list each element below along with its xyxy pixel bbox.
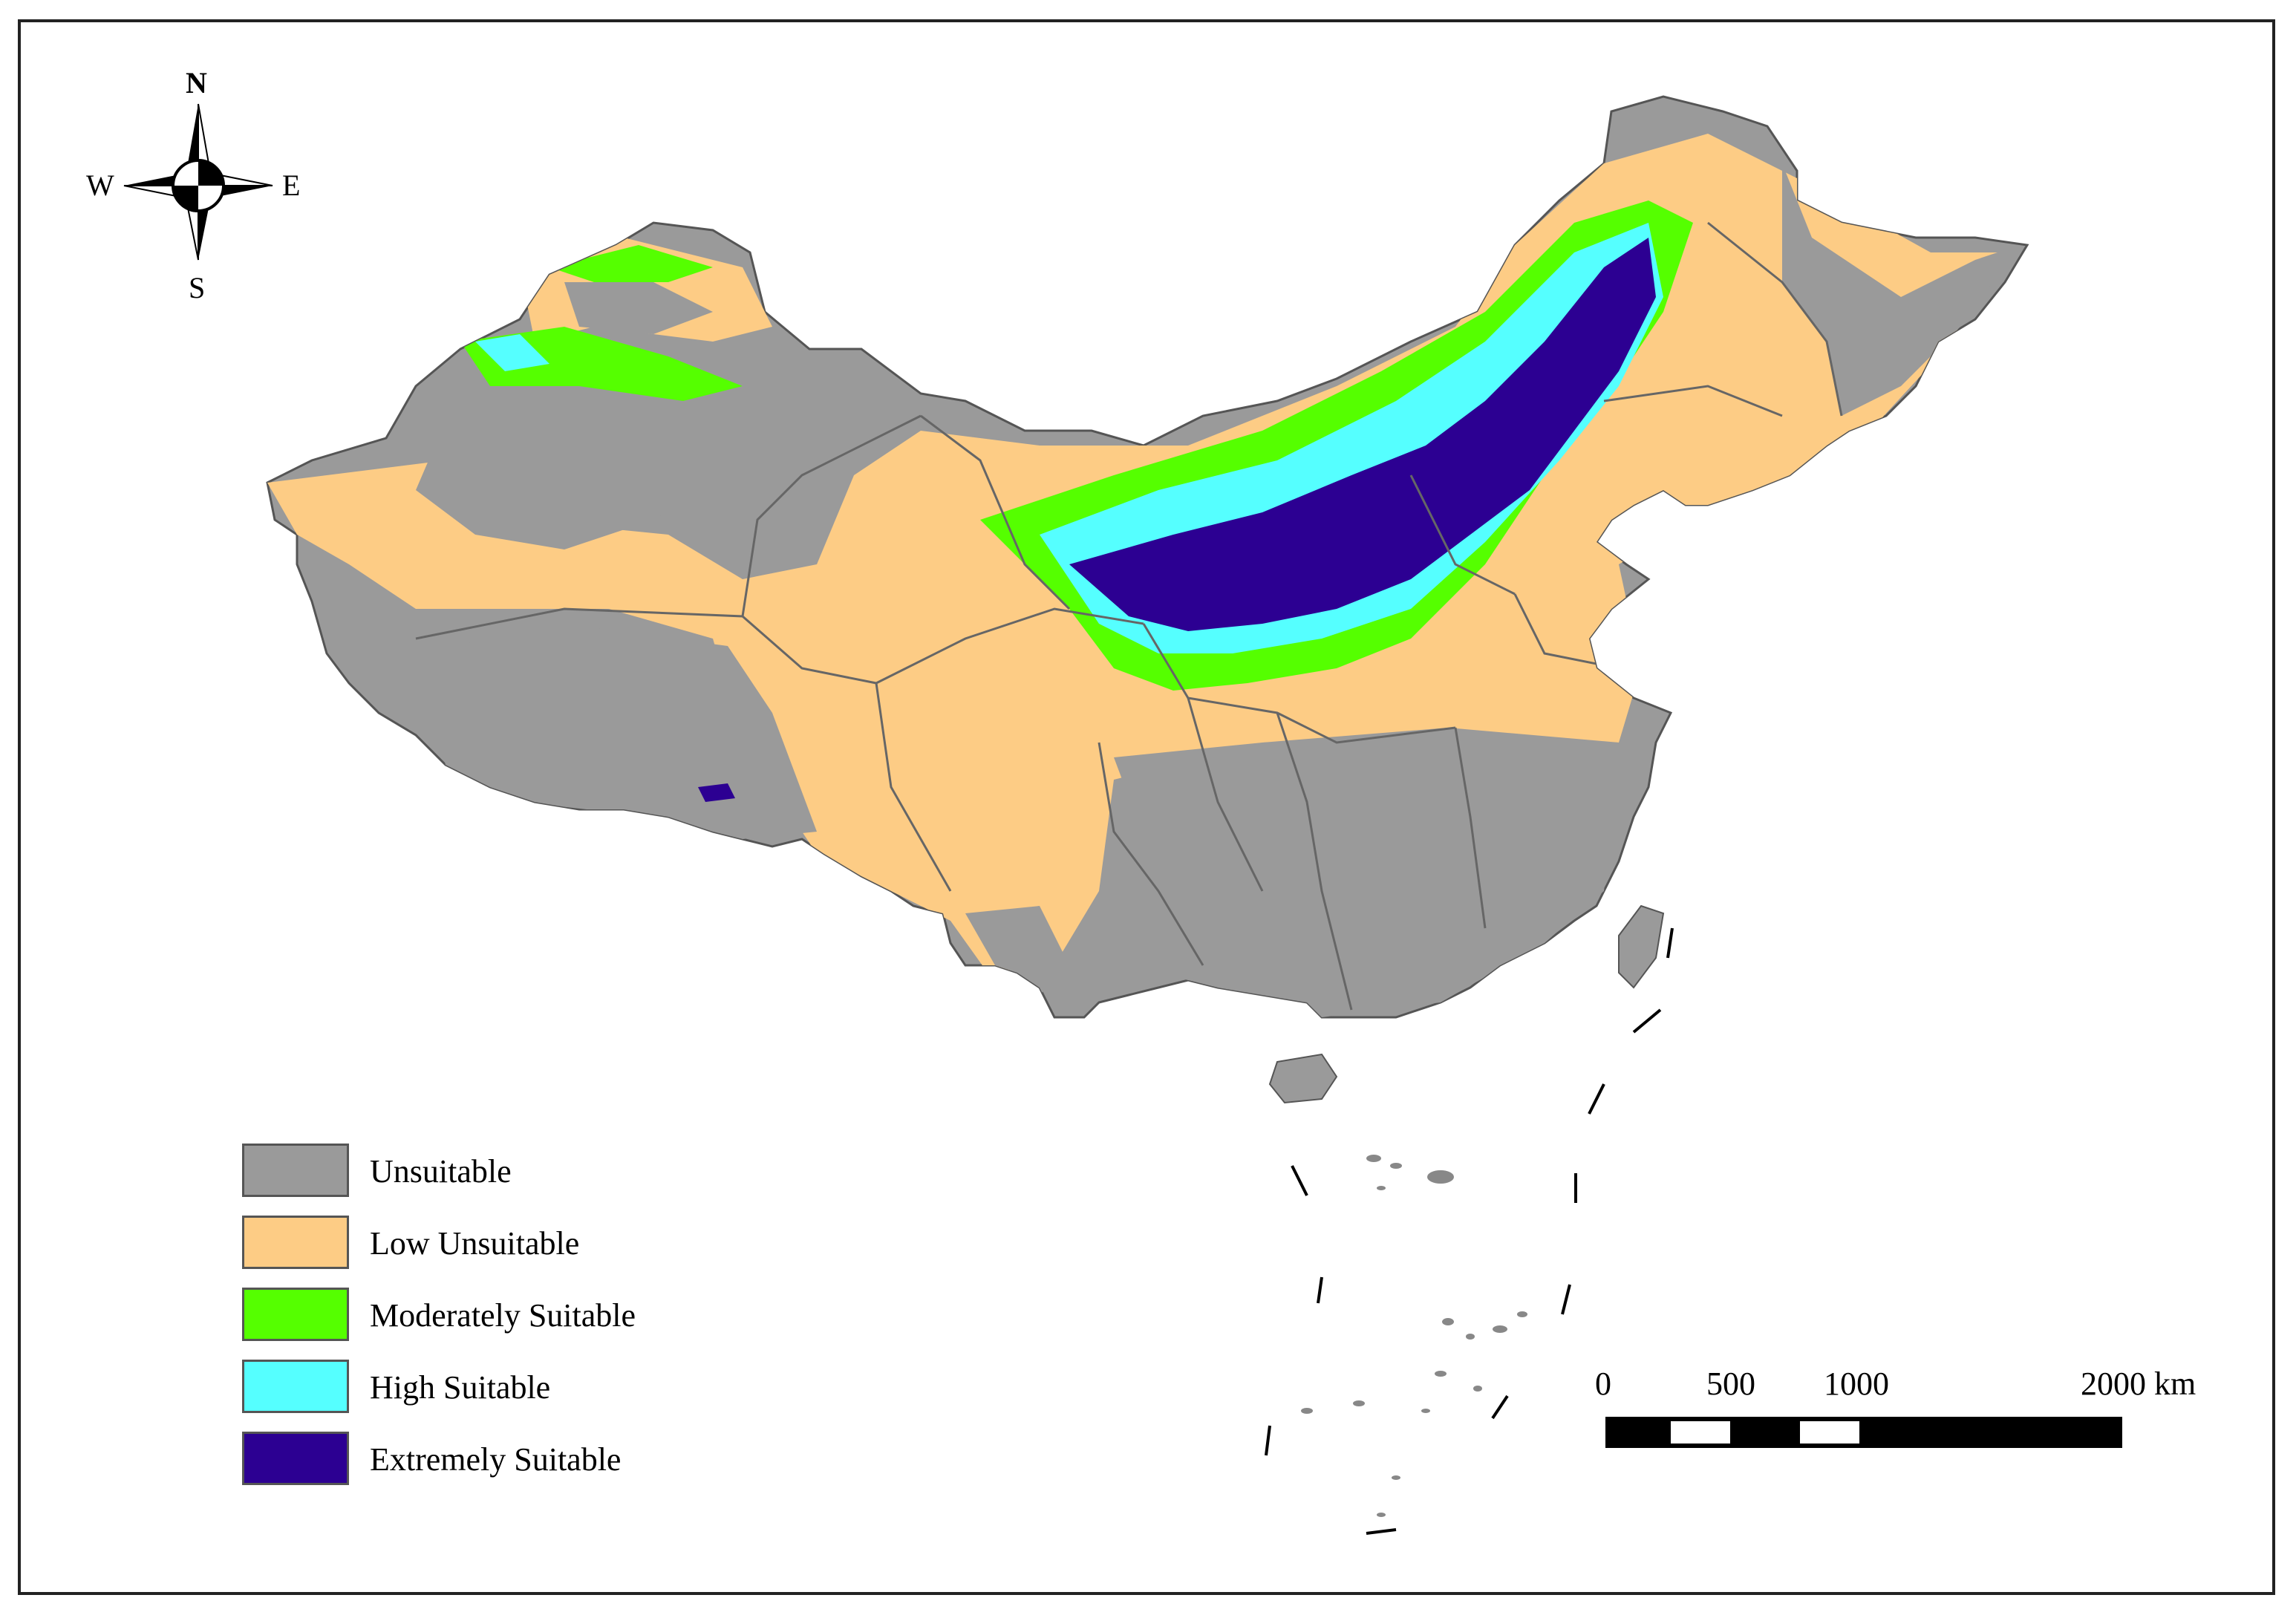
unsuitable-yunnan bbox=[965, 906, 1069, 995]
legend-swatch bbox=[242, 1144, 349, 1197]
south-china-sea-islands bbox=[1301, 1155, 1527, 1517]
scale-label-1000: 1000 bbox=[1824, 1366, 1889, 1402]
legend-swatch bbox=[242, 1432, 349, 1485]
compass-west-label: W bbox=[86, 169, 114, 202]
unsuitable-dzungaria bbox=[564, 282, 713, 334]
unsuitable-southeast bbox=[1114, 735, 1619, 1017]
legend-swatch bbox=[242, 1288, 349, 1341]
scale-bar bbox=[1605, 1417, 2122, 1448]
extremely-suitable-tibet-spot bbox=[698, 783, 735, 802]
compass-north-label: N bbox=[186, 66, 207, 100]
scale-label-2000: 2000 km bbox=[2081, 1366, 2196, 1402]
scale-label-500: 500 bbox=[1706, 1366, 1755, 1402]
high-suitable-west bbox=[475, 334, 549, 371]
taiwan-island bbox=[1618, 904, 1665, 989]
scale-label-0: 0 bbox=[1595, 1366, 1611, 1402]
moderately-suitable-north-xj bbox=[549, 245, 713, 282]
compass-south-label: S bbox=[189, 271, 206, 304]
legend-swatch bbox=[242, 1360, 349, 1413]
legend-label: Extremely Suitable bbox=[370, 1441, 622, 1478]
legend-label: Low Unsuitable bbox=[370, 1225, 580, 1262]
extremely-suitable-region bbox=[1069, 238, 1656, 631]
compass-east-label: E bbox=[282, 169, 301, 202]
china-landmass bbox=[266, 95, 2029, 1535]
nine-dash-line bbox=[1265, 927, 1674, 1535]
province-boundaries bbox=[415, 221, 1843, 1011]
legend-label: High Suitable bbox=[370, 1369, 551, 1406]
unsuitable-northeast bbox=[1782, 163, 2020, 416]
hainan-island bbox=[1268, 1053, 1338, 1104]
legend-label: Moderately Suitable bbox=[370, 1297, 636, 1334]
legend-label: Unsuitable bbox=[370, 1153, 512, 1190]
compass-rose-icon bbox=[123, 103, 273, 261]
legend-swatch bbox=[242, 1216, 349, 1269]
unsuitable-basin bbox=[416, 356, 743, 549]
